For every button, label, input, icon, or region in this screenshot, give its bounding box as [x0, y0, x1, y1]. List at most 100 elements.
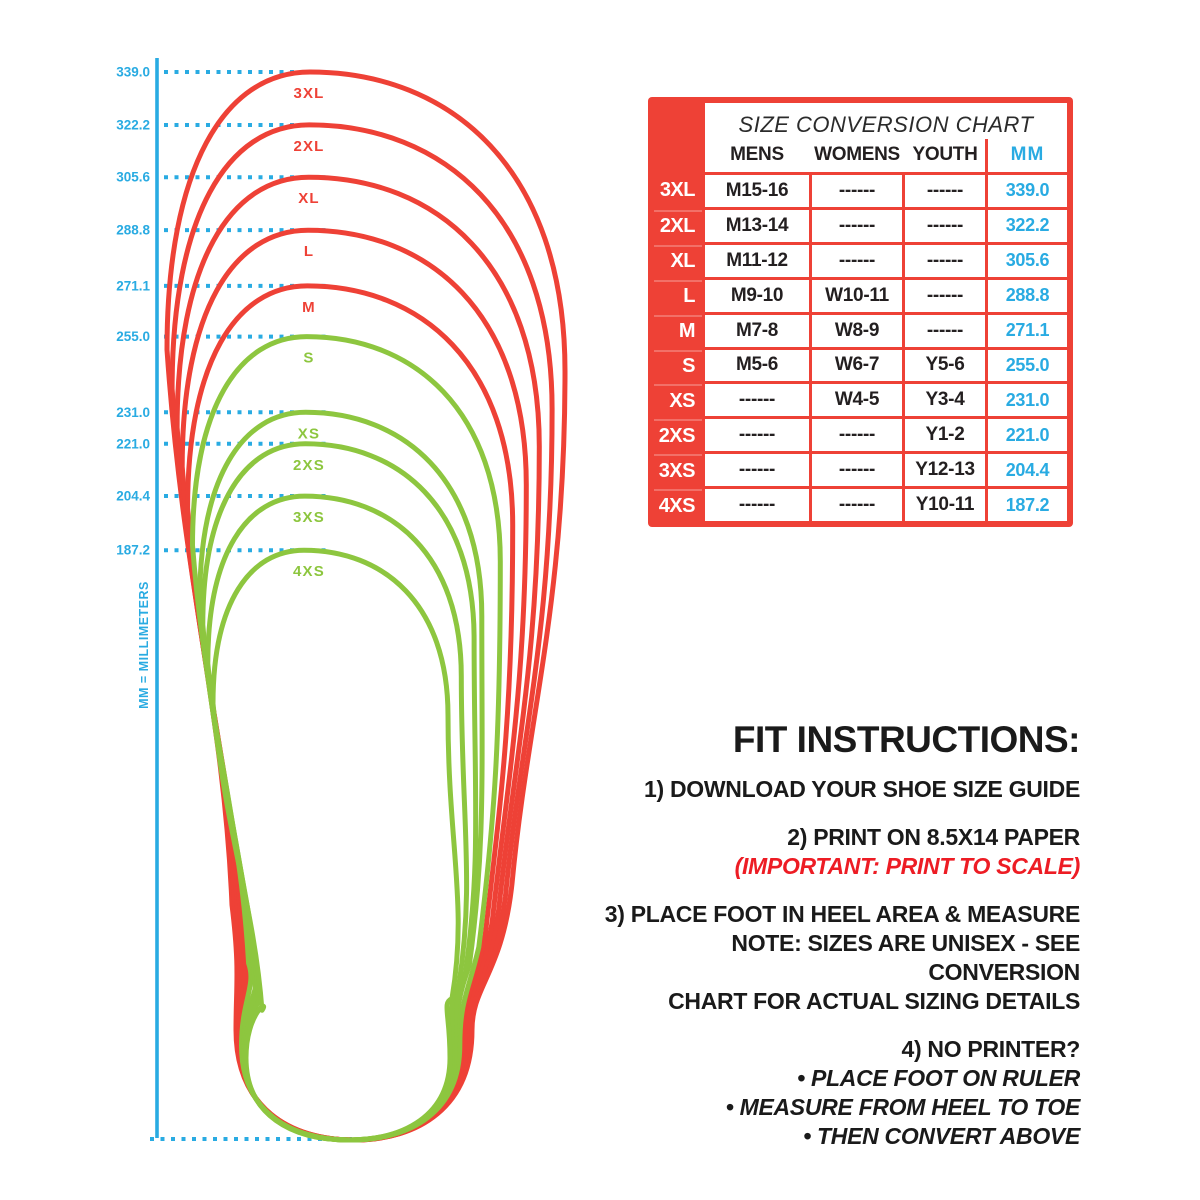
cell-mens: M15-16 [705, 175, 809, 207]
cell-mm: 231.0 [988, 384, 1067, 417]
row-size-label: L [654, 279, 702, 312]
cell-mens: ------ [705, 489, 809, 522]
row-size-label: 3XS [654, 454, 702, 486]
row-size-label: S [654, 349, 702, 382]
table-row: 4XS ------ ------ Y10-11 187.2 [654, 489, 1067, 522]
size-conversion-table: SIZE CONVERSION CHART MENS WOMENS YOUTH … [648, 97, 1073, 527]
tick-label: 221.0 [116, 436, 150, 451]
step-4-bullet-1: • PLACE FOOT ON RULER [797, 1065, 1080, 1091]
cell-youth: ------ [905, 314, 985, 347]
cell-mens: M9-10 [705, 279, 809, 312]
step-2: 2) PRINT ON 8.5X14 PAPER [787, 824, 1080, 850]
cell-youth: Y10-11 [905, 489, 985, 522]
foot-outline-4xs [210, 547, 461, 1143]
table-row: 2XS ------ ------ Y1-2 221.0 [654, 419, 1067, 452]
cell-mm: 288.8 [988, 279, 1067, 312]
row-size-label: XS [654, 384, 702, 416]
tick-label: 288.8 [116, 223, 150, 238]
table-rows: 3XL M15-16 ------ ------ 339.0 2XL M13-14 -----… [654, 175, 1067, 522]
size-label-2xs: 2XS [293, 457, 325, 474]
row-size-label: XL [654, 244, 702, 277]
size-label-s: S [303, 350, 314, 367]
tick-label: 231.0 [116, 405, 150, 420]
cell-mens: M13-14 [705, 209, 809, 242]
fit-instructions: FIT INSTRUCTIONS: 1) DOWNLOAD YOUR SHOE … [590, 719, 1081, 1170]
cell-womens: W4-5 [812, 384, 902, 417]
step-2-note: (IMPORTANT: PRINT TO SCALE) [734, 853, 1081, 879]
cell-mens: M11-12 [705, 244, 809, 277]
size-label-xs: XS [298, 425, 320, 442]
size-label-xl: XL [298, 190, 320, 207]
table-row: M M7-8 W8-9 ------ 271.1 [654, 314, 1067, 347]
step-4-bullet-3: • THEN CONVERT ABOVE [803, 1123, 1080, 1149]
cell-mens: M7-8 [705, 314, 809, 347]
cell-womens: ------ [812, 454, 902, 487]
row-size-label: 2XS [654, 419, 702, 451]
cell-mens: ------ [705, 419, 809, 452]
tick-label: 204.4 [116, 489, 150, 504]
cell-mens: ------ [705, 454, 809, 487]
axis-unit-label: MM = MILLIMETERS [137, 581, 151, 709]
step-3-note-1: NOTE: SIZES ARE UNISEX - SEE CONVERSION [731, 930, 1080, 985]
cell-womens: W8-9 [812, 314, 902, 347]
size-label-3xs: 3XS [293, 509, 325, 526]
cell-mm: 255.0 [988, 349, 1067, 382]
cell-womens: ------ [812, 489, 902, 522]
step-1: 1) DOWNLOAD YOUR SHOE SIZE GUIDE [644, 776, 1080, 802]
table-row: 3XL M15-16 ------ ------ 339.0 [654, 175, 1067, 207]
cell-mm: 221.0 [988, 419, 1067, 452]
cell-youth: ------ [905, 175, 985, 207]
row-size-label: 2XL [654, 209, 702, 242]
step-3: 3) PLACE FOOT IN HEEL AREA & MEASURE [604, 901, 1081, 927]
row-size-label: 3XL [659, 179, 696, 202]
size-label-m: M [302, 299, 316, 316]
table-row: XL M11-12 ------ ------ 305.6 [654, 244, 1067, 277]
cell-youth: Y3-4 [905, 384, 985, 417]
cell-mm: 322.2 [988, 209, 1067, 242]
size-label-4xs: 4XS [293, 563, 325, 580]
step-3-note-2: CHART FOR ACTUAL SIZING DETAILS [668, 988, 1080, 1014]
row-size-label: 4XS [654, 489, 702, 521]
table-row: L M9-10 W10-11 ------ 288.8 [654, 279, 1067, 312]
table-row: XS ------ W4-5 Y3-4 231.0 [654, 384, 1067, 417]
size-label-l: L [304, 243, 314, 260]
cell-mm: 339.0 [988, 175, 1067, 207]
cell-womens: ------ [812, 175, 902, 207]
table-title: SIZE CONVERSION CHART [738, 112, 1034, 137]
tick-label: 271.1 [116, 278, 150, 293]
table-row: 3XS ------ ------ Y12-13 204.4 [654, 454, 1067, 487]
column-header-womens: WOMENS [814, 144, 900, 165]
cell-womens: ------ [812, 209, 902, 242]
size-label-3xl: 3XL [293, 85, 324, 102]
column-header-youth: YOUTH [912, 144, 978, 165]
tick-label: 187.2 [116, 543, 150, 558]
mm-column-divider [985, 139, 988, 172]
table-row: S M5-6 W6-7 Y5-6 255.0 [654, 349, 1067, 382]
cell-youth: Y1-2 [905, 419, 985, 452]
step-4: 4) NO PRINTER? [901, 1036, 1080, 1062]
cell-womens: ------ [812, 244, 902, 277]
cell-mm: 271.1 [988, 314, 1067, 347]
table-row: 2XL M13-14 ------ ------ 322.2 [654, 209, 1067, 242]
foot-outline-2xs [200, 441, 479, 1143]
cell-mm: 187.2 [988, 489, 1067, 522]
fit-instructions-title: FIT INSTRUCTIONS: [732, 719, 1081, 760]
column-header-mm: MM [1010, 144, 1045, 165]
tick-label: 322.2 [116, 117, 150, 132]
tick-label: 339.0 [116, 65, 150, 80]
cell-womens: ------ [812, 419, 902, 452]
cell-womens: W6-7 [812, 349, 902, 382]
size-label-2xl: 2XL [293, 138, 324, 155]
step-4-bullet-2: • MEASURE FROM HEEL TO TOE [725, 1094, 1081, 1120]
cell-mens: M5-6 [705, 349, 809, 382]
row-size-label: M [654, 314, 702, 347]
tick-label: 255.0 [116, 329, 150, 344]
cell-youth: ------ [905, 244, 985, 277]
tick-label: 305.6 [116, 170, 150, 185]
cell-womens: W10-11 [812, 279, 902, 312]
cell-mm: 305.6 [988, 244, 1067, 277]
cell-mm: 204.4 [988, 454, 1067, 487]
cell-youth: ------ [905, 279, 985, 312]
cell-youth: Y12-13 [905, 454, 985, 487]
